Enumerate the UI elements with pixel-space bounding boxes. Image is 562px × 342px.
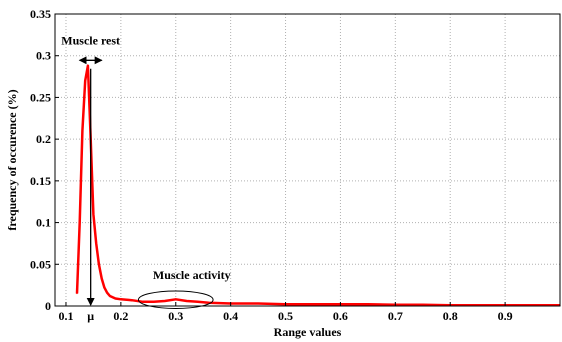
data-point xyxy=(164,300,166,302)
data-point xyxy=(106,292,108,294)
data-point xyxy=(101,277,103,280)
data-point xyxy=(208,302,210,304)
data-point xyxy=(81,130,84,132)
muscle-rest-label: Muscle rest xyxy=(61,33,120,47)
data-point xyxy=(153,301,155,303)
annotation-layer xyxy=(78,56,214,310)
x-tick-label: 0.3 xyxy=(168,309,183,323)
data-point xyxy=(114,297,116,300)
data-point xyxy=(257,302,259,305)
data-point xyxy=(197,301,199,303)
series-line xyxy=(75,64,560,307)
data-point xyxy=(142,301,144,303)
data-point xyxy=(79,221,81,224)
muscle-activity-ellipse xyxy=(137,290,214,310)
x-tick-label: 0.9 xyxy=(498,309,513,323)
y-tick-label: 0.25 xyxy=(30,90,51,104)
x-tick-label: 0.1 xyxy=(58,309,73,323)
x-tick-label: 0.6 xyxy=(333,309,348,323)
plot-frame xyxy=(54,13,561,307)
data-point xyxy=(131,299,133,301)
data-point xyxy=(87,65,89,67)
mu-symbol-label: μ xyxy=(87,309,94,323)
y-tick-label: 0 xyxy=(45,299,51,313)
y-tick-label: 0.3 xyxy=(36,49,51,63)
y-tick-label: 0.35 xyxy=(30,7,51,21)
data-point xyxy=(109,295,111,297)
data-point xyxy=(186,300,188,302)
data-point xyxy=(84,80,86,82)
x-axis-label: Range values xyxy=(274,325,342,339)
data-point xyxy=(367,303,369,305)
x-tick-label: 0.8 xyxy=(443,309,458,323)
x-tick-label: 0.4 xyxy=(223,309,238,323)
data-point xyxy=(76,292,78,295)
data-point xyxy=(312,303,314,305)
y-tick-label: 0.2 xyxy=(36,132,51,146)
data-point xyxy=(477,304,479,306)
x-tick-label: 0.5 xyxy=(278,309,293,323)
data-point xyxy=(120,298,122,300)
x-tick-label: 0.7 xyxy=(388,309,403,323)
data-point xyxy=(531,304,534,306)
axis-ticks: 0.1 0.2 0.3 0.4 0.5 0.6 0.7 0.8 0.9 0 0.05 0.1 0.15 0… xyxy=(30,7,513,323)
data-point xyxy=(98,263,100,265)
data-point xyxy=(95,242,97,245)
y-tick-label: 0.05 xyxy=(30,257,51,271)
data-point xyxy=(175,298,177,300)
x-tick-label: 0.2 xyxy=(113,309,128,323)
y-tick-label: 0.1 xyxy=(36,216,51,230)
y-tick-label: 0.15 xyxy=(30,174,51,188)
data-point xyxy=(92,213,95,215)
data-point xyxy=(103,287,106,289)
data-point xyxy=(422,304,424,306)
y-axis-label: frequency of occurence (%) xyxy=(5,89,19,230)
muscle-activity-label: Muscle activity xyxy=(153,268,231,282)
